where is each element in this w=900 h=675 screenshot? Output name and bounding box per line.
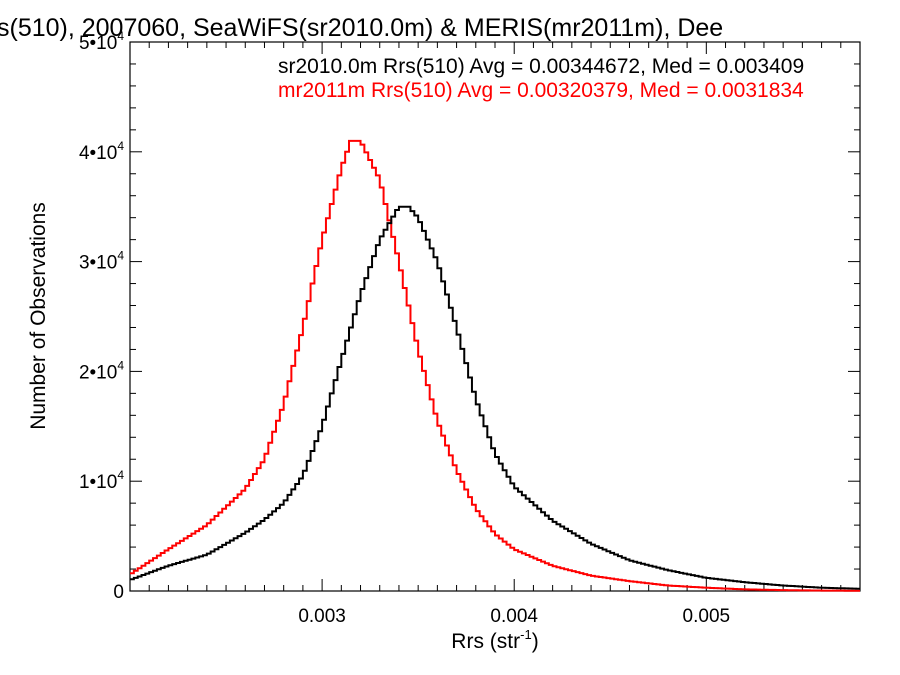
y-tick-mantissa: 5•10 [79,33,117,54]
y-tick-exponent: 4 [117,249,124,263]
y-tick-label: 0 [113,582,124,603]
y-tick-label: 3•104 [79,249,124,274]
histogram-series [130,139,860,592]
y-tick-mantissa: 4•10 [79,143,117,164]
y-tick-label: 1•104 [79,468,124,493]
x-axis-label: Rrs (str-1) [451,627,538,653]
x-axis-label-close: ) [532,630,539,653]
y-tick-mantissa: 0 [113,582,124,603]
x-tick-label: 0.005 [683,606,731,627]
legend-entry-0: sr2010.0m Rrs(510) Avg = 0.00344672, Med… [278,55,804,78]
series-line-1 [130,139,860,592]
y-tick-mantissa: 3•10 [79,253,117,274]
x-tick-label: 0.004 [490,606,538,627]
y-tick-exponent: 4 [117,29,124,43]
y-axis-label: Number of Observations [27,202,50,430]
y-tick-exponent: 4 [117,358,124,372]
y-tick-mantissa: 1•10 [79,472,117,493]
x-tick-labels: 0.003 0.004 0.005 [298,606,730,627]
y-tick-label: 5•104 [79,29,124,54]
y-tick-label: 4•104 [79,139,124,164]
y-tick-exponent: 4 [117,468,124,482]
y-tick-label: 2•104 [79,358,124,383]
x-axis-label-main: Rrs (str [451,630,520,653]
series-line-0 [130,205,860,590]
legend: sr2010.0m Rrs(510) Avg = 0.00344672, Med… [278,55,804,102]
plot-frame [129,41,861,592]
x-axis-label-superscript: -1 [520,627,532,642]
legend-entry-1: mr2011m Rrs(510) Avg = 0.00320379, Med =… [278,79,804,102]
y-tick-exponent: 4 [117,139,124,153]
x-tick-label: 0.003 [298,606,346,627]
axis-ticks [129,41,861,592]
chart-title: s(510), 2007060, SeaWiFS(sr2010.0m) & ME… [0,14,723,42]
y-tick-mantissa: 2•10 [79,362,117,383]
